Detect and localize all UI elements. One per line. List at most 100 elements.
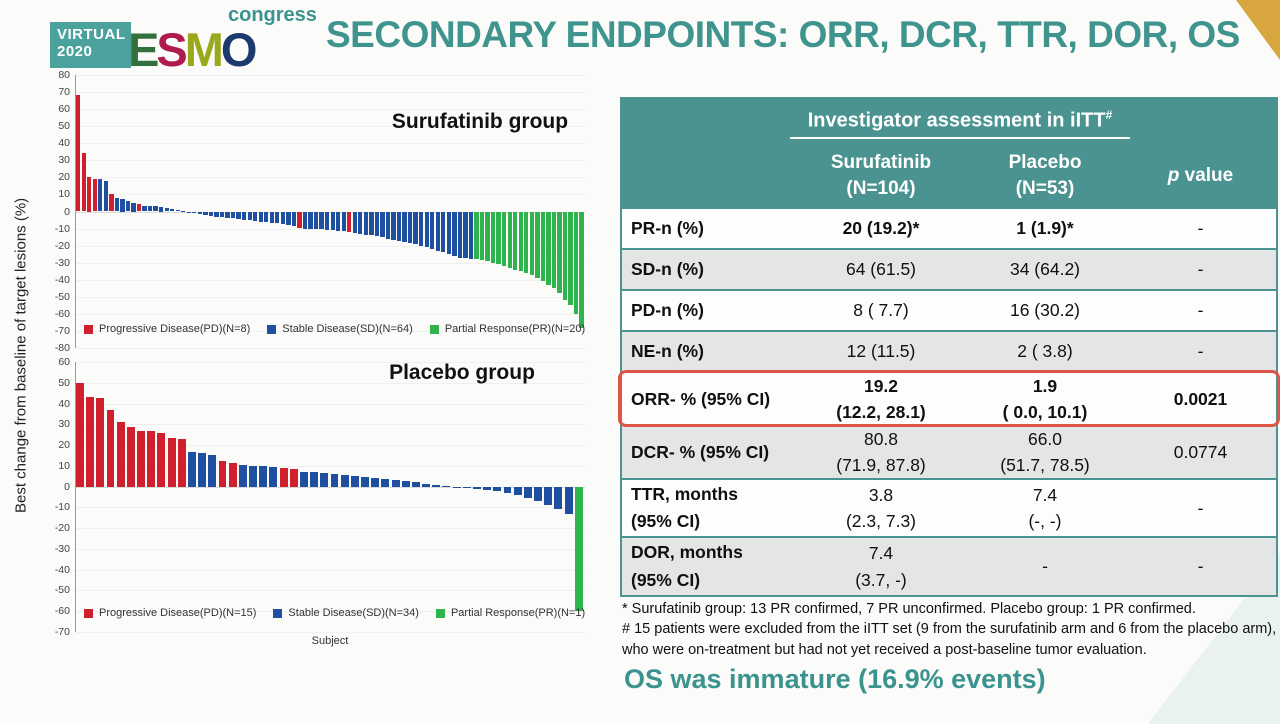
waterfall-bar-sd: [391, 480, 400, 487]
legend-item-pr: Partial Response(PR)(N=20): [429, 323, 586, 335]
congress-label: congress: [228, 4, 317, 26]
header-p-value: p value: [1167, 165, 1234, 187]
y-tick-label: -70: [54, 324, 70, 337]
waterfall-bar-sd: [103, 180, 108, 212]
waterfall-bar-sd: [463, 211, 468, 259]
gridline: [76, 507, 585, 509]
y-tick-label: 60: [58, 356, 70, 368]
waterfall-bar-sd: [310, 472, 319, 487]
gridline: [76, 348, 585, 349]
table-row-ttr: TTR, months (95% CI) 3.8 (2.3, 7.3) 7.4 (-,…: [622, 478, 1276, 536]
waterfall-bar-pr: [518, 211, 523, 272]
y-axis-label: Best change from baseline of target lesi…: [12, 197, 30, 513]
waterfall-bar-sd: [142, 205, 147, 212]
gridline: [76, 330, 585, 332]
gridline: [76, 403, 585, 405]
waterfall-bar-sd: [120, 198, 125, 212]
y-tick-label: 40: [58, 137, 70, 150]
waterfall-bar-sd: [462, 486, 471, 488]
legend-surufatinib: Progressive Disease(PD)(N=8) Stable Disea…: [84, 323, 585, 335]
waterfall-bar-sd: [131, 202, 136, 212]
waterfall-bar-pd: [76, 95, 81, 212]
waterfall-bar-sd: [258, 211, 263, 222]
waterfall-bar-pr: [490, 211, 496, 263]
waterfall-bar-sd: [299, 472, 308, 487]
y-tick-label: -10: [54, 222, 70, 235]
waterfall-bar-sd: [371, 478, 380, 487]
waterfall-bar-sd: [238, 464, 247, 487]
chart-title-surufatinib: Surufatinib group: [391, 110, 569, 133]
waterfall-bar-sd: [391, 211, 396, 240]
gridline: [76, 143, 585, 145]
waterfall-bar-pr: [579, 211, 584, 328]
waterfall-bar-sd: [320, 473, 329, 487]
waterfall-bar-sd: [369, 211, 374, 236]
waterfall-bar-sd: [422, 483, 431, 487]
waterfall-bar-sd: [264, 211, 269, 222]
waterfall-bar-sd: [158, 207, 164, 212]
y-tick-label: 70: [58, 86, 70, 99]
waterfall-bar-sd: [313, 211, 319, 230]
waterfall-bar-sd: [164, 208, 169, 212]
waterfall-bar-sd: [269, 466, 278, 487]
waterfall-bar-sd: [175, 209, 180, 212]
table-row-sd: SD-n (%) 64 (61.5) 34 (64.2) -: [622, 248, 1276, 289]
gridline: [76, 177, 585, 179]
waterfall-bar-pr: [524, 211, 529, 273]
waterfall-bar-sd: [330, 474, 339, 487]
waterfall-bar-pd: [92, 179, 97, 212]
waterfall-bar-pr: [496, 211, 501, 265]
legend-swatch-pd: [84, 608, 93, 618]
waterfall-bar-sd: [219, 211, 225, 218]
waterfall-bar-sd: [452, 211, 457, 256]
waterfall-bar-sd: [253, 211, 258, 221]
gridline: [76, 92, 585, 94]
waterfall-bar-sd: [468, 211, 474, 260]
waterfall-bar-sd: [401, 481, 410, 487]
waterfall-bar-sd: [181, 210, 186, 212]
gridline: [76, 382, 585, 384]
y-tick-label: 20: [58, 171, 70, 184]
legend-item-sd: Stable Disease(SD)(N=34): [273, 607, 419, 619]
waterfall-bar-sd: [424, 211, 429, 248]
gridline: [76, 126, 585, 128]
waterfall-bar-pd: [81, 153, 86, 212]
waterfall-bar-pd: [218, 460, 227, 487]
y-tick-label: 20: [58, 439, 70, 452]
waterfall-bar-pr: [574, 486, 583, 612]
legend-swatch-pr: [435, 608, 445, 618]
gridline: [76, 194, 585, 196]
waterfall-bar-sd: [203, 211, 208, 215]
waterfall-bar-pd: [297, 211, 302, 228]
gridline: [76, 590, 585, 592]
waterfall-bar-sd: [319, 211, 324, 230]
y-tick-label: 50: [58, 376, 70, 389]
table-row-dcr: DCR- % (95% CI) 80.8 (71.9, 87.8) 66.0 (51…: [622, 424, 1276, 478]
legend-label: Stable Disease(SD)(N=34): [288, 607, 419, 619]
waterfall-bar-pd: [76, 382, 84, 487]
waterfall-bar-sd: [125, 201, 131, 212]
y-tick-label: 10: [58, 459, 70, 472]
waterfall-bar-sd: [275, 211, 280, 224]
gridline: [76, 245, 585, 247]
footnote-hash: # 15 patients were excluded from the iIT…: [622, 621, 1277, 658]
waterfall-bar-pd: [86, 397, 95, 487]
waterfall-bar-sd: [430, 211, 435, 250]
waterfall-bar-sd: [363, 211, 368, 235]
gridline: [76, 362, 585, 363]
y-tick-label: -20: [54, 522, 70, 535]
legend-label: Partial Response(PR)(N=20): [444, 323, 586, 335]
legend-item-pr: Partial Response(PR)(N=1): [435, 607, 585, 619]
waterfall-bar-sd: [435, 211, 440, 251]
y-tick-label: -80: [54, 342, 70, 354]
gridline: [76, 424, 585, 426]
y-tick-label: 30: [58, 418, 70, 431]
gridline: [76, 632, 585, 633]
y-tick-label: 0: [64, 205, 70, 218]
legend-item-pd: Progressive Disease(PD)(N=8): [84, 323, 250, 335]
results-table: Investigator assessment in iITT# Surufat…: [618, 97, 1280, 597]
footnotes: * Surufatinib group: 13 PR confirmed, 7 …: [622, 599, 1278, 660]
group-title-footmark: #: [1105, 108, 1113, 122]
y-tick-label: -50: [54, 584, 70, 597]
